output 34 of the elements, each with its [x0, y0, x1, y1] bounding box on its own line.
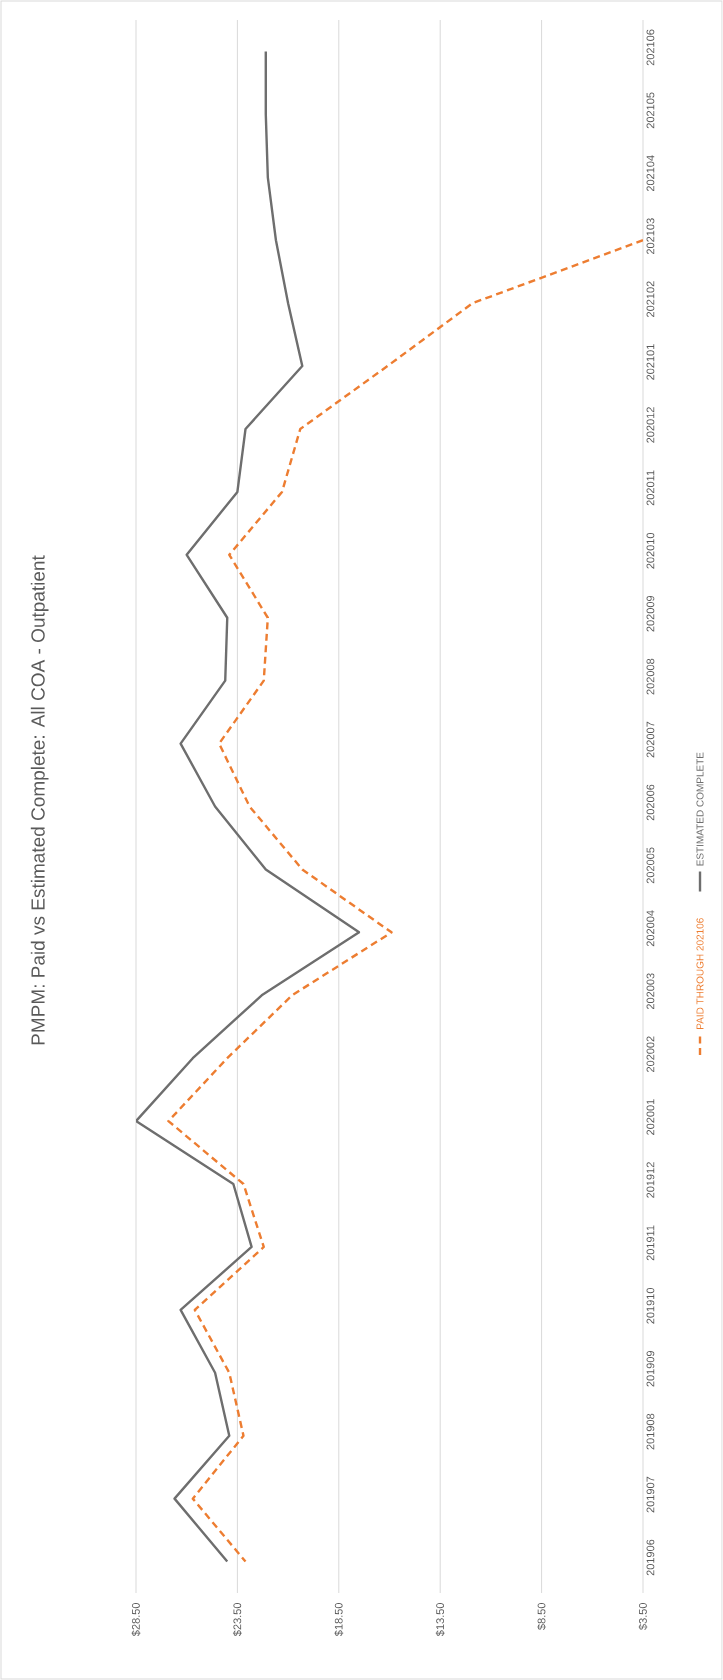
y-tick-label: 202001	[646, 1099, 655, 1135]
y-tick-label: 201907	[646, 1476, 655, 1513]
y-tick-label: 202105	[646, 92, 655, 129]
x-tick-label: $3.50	[638, 1602, 648, 1630]
x-tick-label: $28.50	[131, 1602, 141, 1637]
y-tick-label: 201911	[646, 1225, 655, 1261]
y-tick-label: 202010	[646, 532, 655, 569]
y-tick-label: 202102	[646, 281, 655, 317]
y-tick-label: 202011	[646, 470, 655, 506]
y-tick-label: 202101	[646, 344, 655, 380]
y-tick-label: 201906	[646, 1539, 655, 1576]
y-tick-label: 202006	[646, 784, 655, 821]
x-tick-label: $8.50	[537, 1602, 547, 1630]
y-tick-label: 202103	[646, 218, 655, 255]
y-tick-label: 201909	[646, 1350, 655, 1387]
y-tick-label: 201910	[646, 1287, 655, 1324]
y-tick-label: 202007	[646, 721, 655, 758]
y-tick-label: 202104	[646, 155, 655, 192]
y-tick-label: 201912	[646, 1162, 655, 1198]
y-tick-label: 202003	[646, 973, 655, 1010]
y-tick-label: 202002	[646, 1036, 655, 1072]
y-tick-label: 202005	[646, 847, 655, 884]
x-tick-label: $23.50	[232, 1602, 242, 1637]
text: PMPM: Paid vs Estimated Complete: All COA - Outpatient	[30, 555, 49, 1045]
text: PAID THROUGH 202106	[696, 918, 704, 1029]
y-tick-label: 202009	[646, 595, 655, 632]
y-tick-label: 202012	[646, 407, 655, 443]
y-tick-label: 201908	[646, 1413, 655, 1450]
x-tick-label: $13.50	[435, 1602, 445, 1637]
y-tick-label: 202106	[646, 29, 655, 66]
y-tick-label: 202008	[646, 658, 655, 695]
x-tick-label: $18.50	[334, 1602, 344, 1637]
y-tick-label: 202004	[646, 910, 655, 947]
text: ESTIMATED COMPLETE	[696, 752, 704, 866]
